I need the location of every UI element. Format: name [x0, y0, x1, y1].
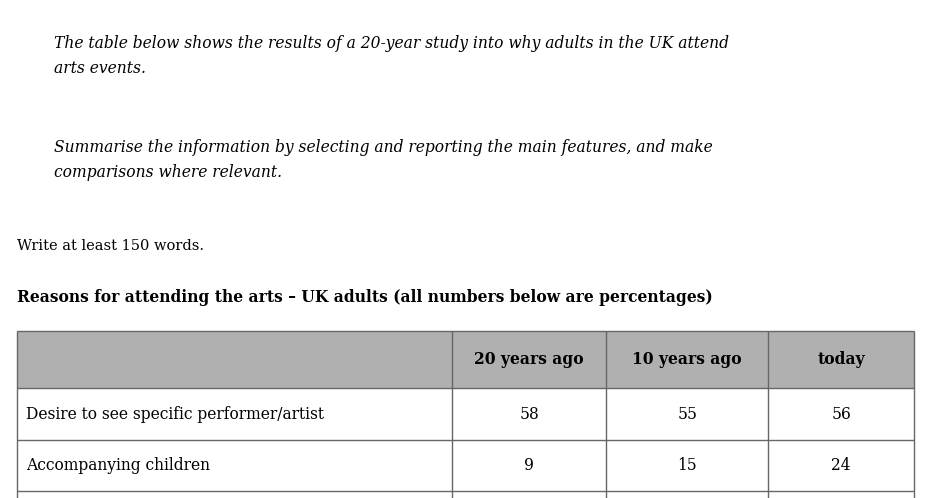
Text: The table below shows the results of a 20-year study into why adults in the UK a: The table below shows the results of a 2…: [54, 35, 729, 77]
Text: 56: 56: [831, 405, 851, 423]
Text: 24: 24: [831, 457, 851, 474]
Bar: [17, 331, 452, 388]
Text: Reasons for attending the arts – UK adults (all numbers below are percentages): Reasons for attending the arts – UK adul…: [17, 289, 712, 306]
Bar: [17, 440, 914, 491]
Text: Accompanying children: Accompanying children: [26, 457, 210, 474]
Text: 10 years ago: 10 years ago: [632, 351, 742, 369]
Text: Write at least 150 words.: Write at least 150 words.: [17, 239, 204, 253]
Bar: [17, 491, 914, 498]
Text: today: today: [817, 351, 865, 369]
Bar: [17, 388, 914, 440]
Text: 15: 15: [678, 457, 697, 474]
Text: 9: 9: [524, 457, 534, 474]
Text: 20 years ago: 20 years ago: [475, 351, 584, 369]
Bar: [17, 331, 914, 388]
Text: Summarise the information by selecting and reporting the main features, and make: Summarise the information by selecting a…: [54, 139, 713, 181]
Text: 58: 58: [519, 405, 539, 423]
Text: 55: 55: [677, 405, 697, 423]
Text: Desire to see specific performer/artist: Desire to see specific performer/artist: [26, 405, 324, 423]
